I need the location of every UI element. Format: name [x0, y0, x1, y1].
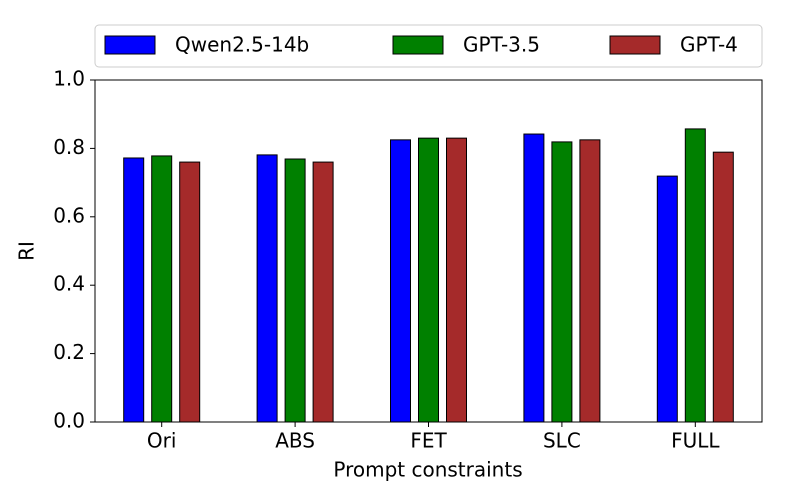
bar — [684, 128, 706, 423]
y-tick-label: 0.2 — [53, 340, 85, 364]
bar — [579, 139, 601, 423]
y-tick-label: 0.0 — [53, 409, 85, 433]
x-tick-label: Ori — [147, 429, 177, 453]
bar — [418, 137, 439, 423]
y-tick-label: 0.4 — [53, 272, 85, 296]
legend-swatch — [392, 35, 444, 55]
x-axis-label: Prompt constraints — [333, 458, 522, 482]
bar — [551, 141, 573, 423]
bar — [151, 155, 173, 423]
bar — [312, 161, 334, 423]
bar — [390, 139, 411, 423]
y-tick-label: 0.8 — [53, 135, 85, 159]
bar — [179, 161, 201, 423]
legend-swatch — [104, 35, 156, 55]
bar — [656, 175, 678, 423]
y-tick-label: 0.6 — [53, 203, 85, 227]
x-tick-label: FET — [410, 429, 447, 453]
x-tick-label: SLC — [543, 429, 581, 453]
bar — [712, 151, 734, 423]
plot-frame — [94, 79, 763, 423]
bar — [256, 154, 278, 423]
legend-label: GPT-4 — [680, 33, 738, 57]
legend-swatch — [609, 35, 661, 55]
bar — [523, 133, 545, 423]
y-tick-label: 1.0 — [53, 67, 85, 91]
legend-label: GPT-3.5 — [463, 33, 540, 57]
bar — [284, 158, 306, 423]
x-tick-label: FULL — [671, 429, 720, 453]
y-axis-label: RI — [15, 241, 39, 261]
bar — [123, 157, 145, 423]
x-tick-label: ABS — [275, 429, 315, 453]
legend-label: Qwen2.5-14b — [175, 33, 309, 57]
bar — [446, 137, 467, 423]
